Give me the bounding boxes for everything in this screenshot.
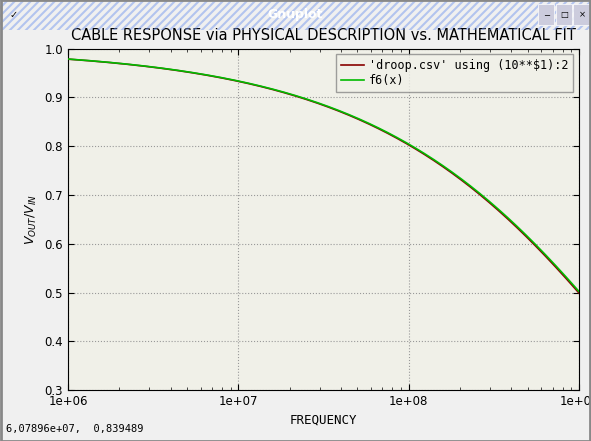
f6(x) [307,98,314,103]
Line: f6(x): f6(x) [68,59,579,292]
'droop.csv' using (10**$1):2 [576,291,583,296]
Text: 6,07896e+07,  0,839489: 6,07896e+07, 0,839489 [6,424,144,434]
'droop.csv' using (10**$1):2 [483,198,491,203]
'droop.csv' using (10**$1):2 [341,111,348,116]
Text: Gnuplot: Gnuplot [267,8,323,22]
'droop.csv' using (10**$1):2 [307,98,314,104]
'droop.csv' using (10**$1):2 [310,99,317,105]
Bar [573,4,590,26]
Bar [556,4,572,26]
X-axis label: FREQUENCY: FREQUENCY [290,414,358,427]
'droop.csv' using (10**$1):2 [369,123,376,128]
f6(x) [341,110,348,116]
f6(x) [369,122,376,127]
Text: □: □ [560,11,569,19]
'droop.csv' using (10**$1):2 [563,277,570,282]
'droop.csv' using (10**$1):2 [64,56,72,62]
Legend: 'droop.csv' using (10**$1):2, f6(x): 'droop.csv' using (10**$1):2, f6(x) [336,54,573,92]
Text: ×: × [579,11,586,19]
Text: ✓: ✓ [9,10,17,20]
f6(x) [576,289,583,294]
Text: ─: ─ [544,11,549,19]
f6(x) [483,197,491,202]
Bar [538,4,554,26]
f6(x) [310,99,317,104]
Title: CABLE RESPONSE via PHYSICAL DESCRIPTION vs. MATHEMATICAL FIT: CABLE RESPONSE via PHYSICAL DESCRIPTION … [71,28,576,43]
f6(x) [64,56,72,62]
f6(x) [563,275,570,280]
Y-axis label: $V_{OUT} / V_{IN}$: $V_{OUT} / V_{IN}$ [24,194,39,245]
Line: 'droop.csv' using (10**$1):2: 'droop.csv' using (10**$1):2 [68,59,579,293]
